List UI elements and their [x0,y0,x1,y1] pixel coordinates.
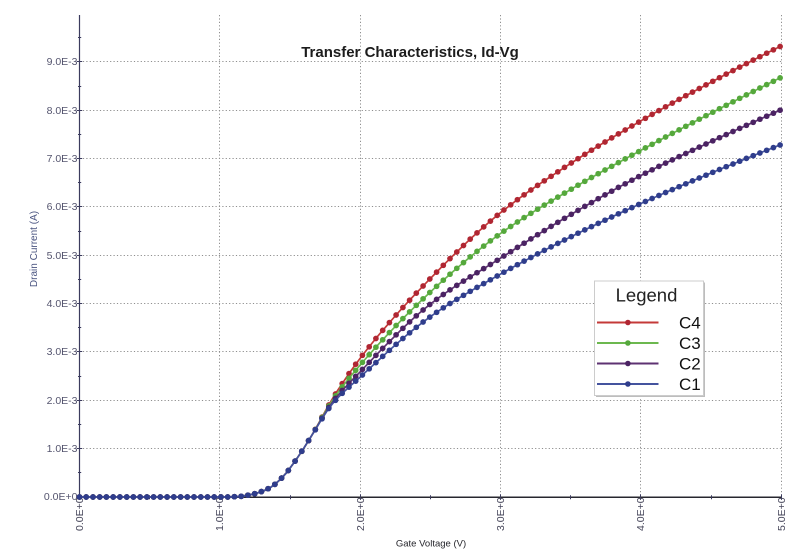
svg-text:3.0E+0: 3.0E+0 [495,497,507,531]
svg-text:Gate Voltage (V): Gate Voltage (V) [396,539,466,550]
svg-text:8.0E-3: 8.0E-3 [47,105,78,117]
svg-text:C4: C4 [679,314,701,333]
svg-text:3.0E-3: 3.0E-3 [47,346,78,358]
svg-text:1.0E+0: 1.0E+0 [214,497,226,531]
svg-text:C1: C1 [679,375,701,394]
svg-text:C2: C2 [679,355,701,374]
svg-text:2.0E+0: 2.0E+0 [355,497,367,531]
svg-text:C3: C3 [679,334,701,353]
svg-text:4.0E-3: 4.0E-3 [47,298,78,310]
svg-text:0.0E+0: 0.0E+0 [44,491,78,503]
svg-text:Legend: Legend [616,285,678,306]
svg-text:Transfer Characteristics, Id-V: Transfer Characteristics, Id-Vg [301,44,519,61]
svg-text:6.0E-3: 6.0E-3 [47,201,78,213]
svg-text:2.0E-3: 2.0E-3 [47,395,78,407]
svg-text:1.0E-3: 1.0E-3 [47,443,78,455]
svg-text:Drain Current (A): Drain Current (A) [29,211,40,287]
svg-text:0.0E+0: 0.0E+0 [74,497,86,531]
svg-text:4.0E+0: 4.0E+0 [635,497,647,531]
svg-text:9.0E-3: 9.0E-3 [47,56,78,68]
svg-text:5.0E+0: 5.0E+0 [776,497,788,531]
svg-text:7.0E-3: 7.0E-3 [47,153,78,165]
svg-text:5.0E-3: 5.0E-3 [47,250,78,262]
